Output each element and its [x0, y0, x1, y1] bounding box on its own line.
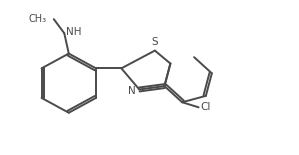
Text: N: N — [128, 86, 136, 96]
Text: Cl: Cl — [200, 102, 210, 112]
Text: CH₃: CH₃ — [28, 14, 46, 24]
Text: NH: NH — [66, 27, 81, 37]
Text: S: S — [152, 37, 158, 47]
